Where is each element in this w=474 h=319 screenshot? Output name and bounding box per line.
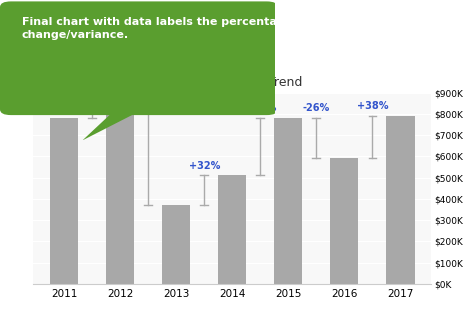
Title: Annual Revenue Trend: Annual Revenue Trend (162, 76, 302, 89)
Bar (162, 205, 190, 284)
Text: -26%: -26% (303, 103, 330, 113)
Bar (386, 116, 415, 284)
FancyBboxPatch shape (0, 1, 278, 115)
Bar (50, 118, 78, 284)
Text: +57%: +57% (245, 103, 276, 113)
Polygon shape (82, 109, 143, 140)
Text: -55%: -55% (135, 95, 162, 105)
Bar (106, 109, 134, 284)
Text: +5%: +5% (80, 95, 104, 105)
Bar (330, 159, 358, 284)
Text: +38%: +38% (357, 101, 388, 111)
Bar (218, 175, 246, 284)
Text: +32%: +32% (189, 161, 220, 171)
Text: Final chart with data labels the percentage
change/variance.: Final chart with data labels the percent… (22, 17, 292, 40)
Bar (274, 118, 302, 284)
